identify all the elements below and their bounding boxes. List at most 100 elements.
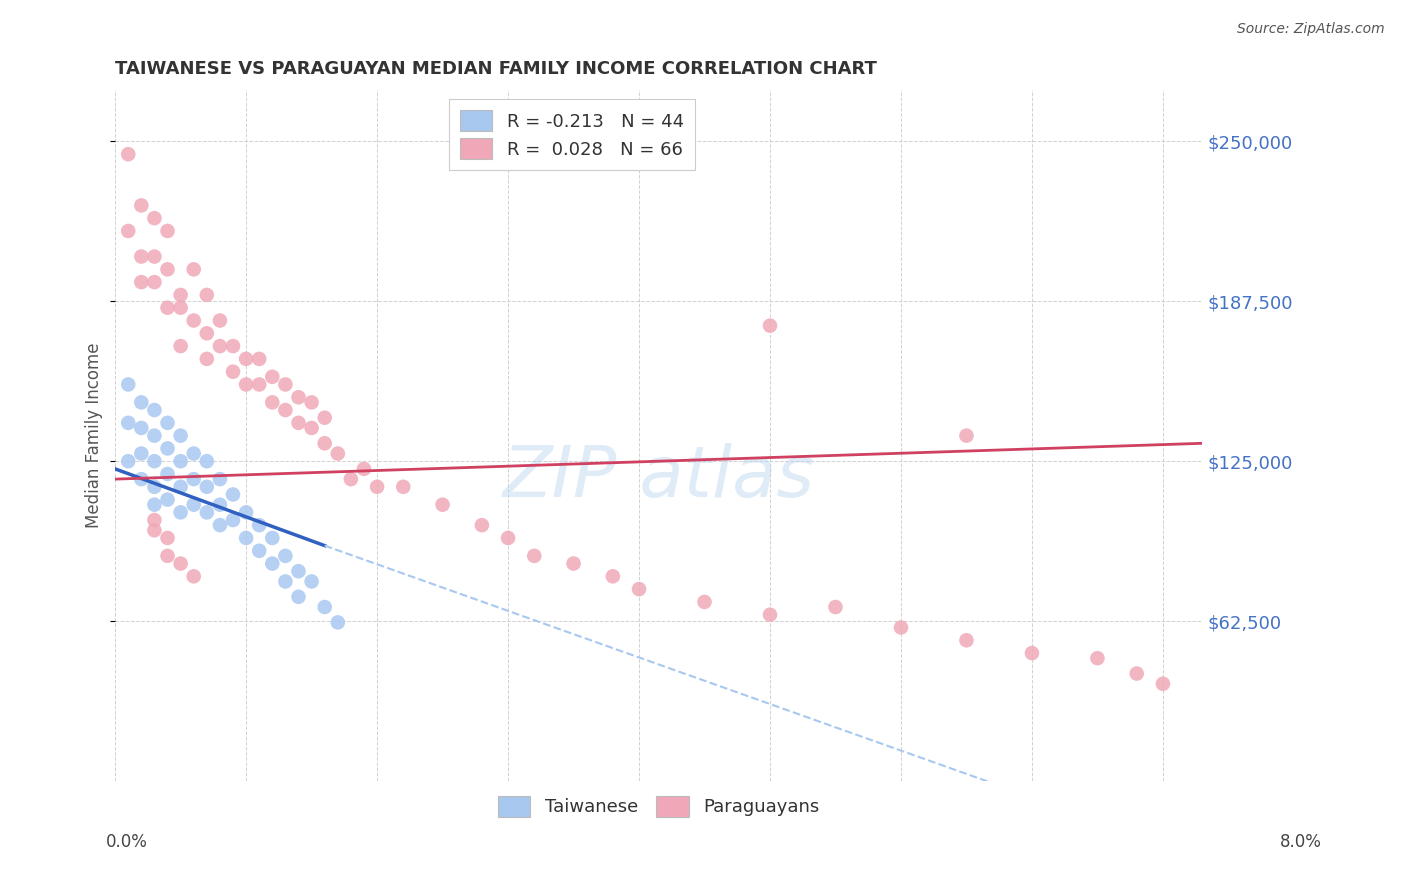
Y-axis label: Median Family Income: Median Family Income xyxy=(86,343,103,528)
Point xyxy=(366,480,388,494)
Point xyxy=(195,288,218,302)
Point xyxy=(156,442,179,456)
Point xyxy=(156,467,179,481)
Point xyxy=(301,395,323,409)
Point xyxy=(340,472,363,486)
Point xyxy=(314,600,336,615)
Point xyxy=(247,351,270,366)
Point xyxy=(301,574,323,589)
Point xyxy=(183,498,205,512)
Point xyxy=(890,620,912,634)
Point xyxy=(131,250,153,264)
Text: Source: ZipAtlas.com: Source: ZipAtlas.com xyxy=(1237,22,1385,37)
Point xyxy=(274,377,297,392)
Point xyxy=(1087,651,1109,665)
Point xyxy=(156,492,179,507)
Point xyxy=(274,574,297,589)
Point xyxy=(314,410,336,425)
Point xyxy=(195,351,218,366)
Legend: Taiwanese, Paraguayans: Taiwanese, Paraguayans xyxy=(491,789,827,824)
Point xyxy=(169,301,191,315)
Point xyxy=(235,531,257,545)
Point xyxy=(169,454,191,468)
Point xyxy=(628,582,651,596)
Point xyxy=(392,480,415,494)
Point xyxy=(523,549,546,563)
Point xyxy=(117,454,139,468)
Point xyxy=(955,428,977,442)
Point xyxy=(131,472,153,486)
Point xyxy=(208,498,231,512)
Point xyxy=(183,262,205,277)
Point xyxy=(287,416,309,430)
Point xyxy=(183,472,205,486)
Point xyxy=(247,518,270,533)
Point xyxy=(117,147,139,161)
Point xyxy=(326,615,349,630)
Point xyxy=(169,288,191,302)
Point xyxy=(1021,646,1043,660)
Point xyxy=(143,211,166,226)
Point xyxy=(247,377,270,392)
Point xyxy=(143,428,166,442)
Point xyxy=(208,313,231,327)
Point xyxy=(169,480,191,494)
Point xyxy=(262,531,284,545)
Point xyxy=(117,377,139,392)
Point xyxy=(143,523,166,537)
Point xyxy=(274,403,297,417)
Point xyxy=(287,564,309,578)
Point xyxy=(471,518,494,533)
Point xyxy=(156,224,179,238)
Point xyxy=(222,487,245,501)
Point xyxy=(1125,666,1147,681)
Point xyxy=(496,531,519,545)
Point xyxy=(222,513,245,527)
Point xyxy=(156,549,179,563)
Point xyxy=(301,421,323,435)
Point xyxy=(274,549,297,563)
Point xyxy=(562,557,585,571)
Point xyxy=(222,339,245,353)
Point xyxy=(693,595,716,609)
Point xyxy=(208,339,231,353)
Point xyxy=(169,557,191,571)
Point xyxy=(117,224,139,238)
Point xyxy=(131,446,153,460)
Point xyxy=(208,518,231,533)
Point xyxy=(131,395,153,409)
Point xyxy=(169,428,191,442)
Point xyxy=(262,395,284,409)
Point xyxy=(156,416,179,430)
Point xyxy=(143,275,166,289)
Point xyxy=(432,498,454,512)
Point xyxy=(314,436,336,450)
Point xyxy=(143,498,166,512)
Point xyxy=(824,600,846,615)
Point xyxy=(156,301,179,315)
Point xyxy=(183,446,205,460)
Point xyxy=(1152,677,1174,691)
Point xyxy=(262,557,284,571)
Point xyxy=(759,318,782,333)
Point xyxy=(169,505,191,519)
Point xyxy=(353,462,375,476)
Point xyxy=(602,569,624,583)
Point xyxy=(235,351,257,366)
Point xyxy=(195,326,218,341)
Point xyxy=(326,446,349,460)
Point xyxy=(143,480,166,494)
Point xyxy=(183,313,205,327)
Point xyxy=(131,198,153,212)
Point xyxy=(287,390,309,404)
Point xyxy=(156,262,179,277)
Point xyxy=(143,454,166,468)
Point xyxy=(143,250,166,264)
Point xyxy=(955,633,977,648)
Point xyxy=(131,421,153,435)
Point xyxy=(131,275,153,289)
Text: 0.0%: 0.0% xyxy=(105,833,148,851)
Point xyxy=(195,454,218,468)
Point xyxy=(143,403,166,417)
Point xyxy=(208,472,231,486)
